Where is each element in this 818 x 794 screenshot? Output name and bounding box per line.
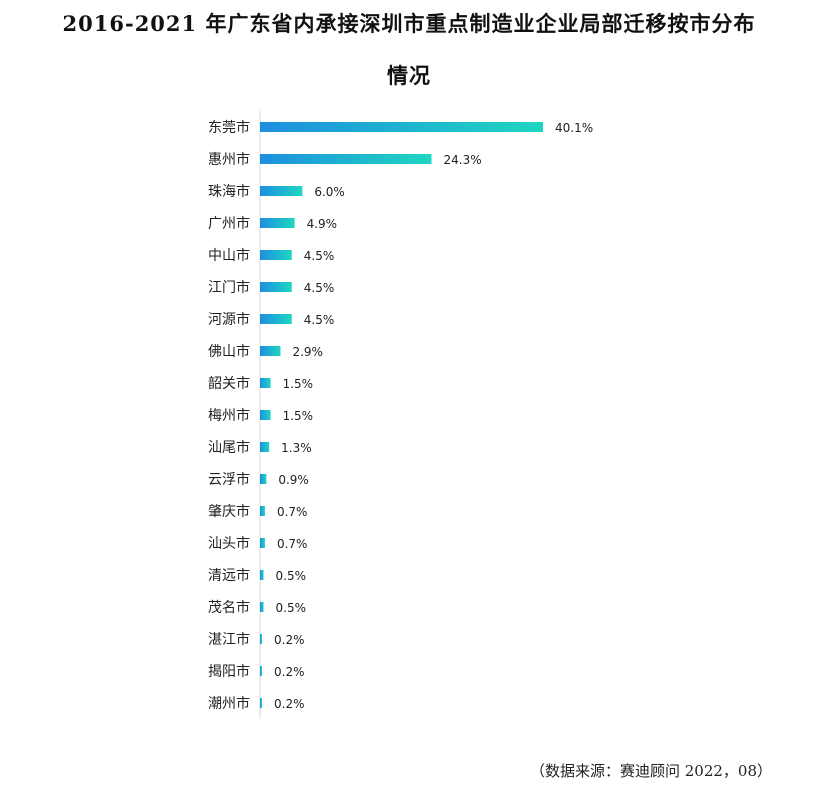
value-label: 0.5%	[276, 601, 307, 615]
category-label: 清远市	[208, 567, 250, 584]
category-label: 茂名市	[208, 599, 250, 616]
bar	[260, 122, 543, 132]
bar	[260, 218, 295, 228]
value-label: 0.7%	[277, 505, 308, 519]
bars-group: 东莞市 40.1% 惠州市 24.3% 珠海市 6.0% 广州市 4.9% 中山市 4.5% 江门市…	[208, 119, 593, 712]
category-label: 梅州市	[208, 407, 250, 424]
bar	[260, 570, 264, 580]
category-label: 佛山市	[208, 343, 250, 360]
bar	[260, 538, 265, 548]
bar	[260, 666, 262, 676]
value-label: 6.0%	[314, 185, 345, 199]
category-label: 江门市	[208, 279, 250, 296]
category-label: 汕尾市	[208, 439, 250, 456]
bar	[260, 506, 265, 516]
value-label: 0.5%	[276, 569, 307, 583]
category-label: 云浮市	[208, 471, 250, 488]
bar-chart: 东莞市 40.1% 惠州市 24.3% 珠海市 6.0% 广州市 4.9% 中山市 4.5% 江门市…	[208, 111, 593, 719]
bar	[260, 250, 292, 260]
category-label: 珠海市	[208, 183, 250, 200]
bar	[260, 634, 262, 644]
value-label: 1.5%	[283, 377, 314, 391]
value-label: 0.2%	[274, 697, 305, 711]
bar	[260, 474, 267, 484]
category-label: 东莞市	[208, 119, 250, 136]
category-label: 湛江市	[208, 631, 250, 648]
value-label: 1.3%	[281, 441, 312, 455]
value-label: 40.1%	[555, 121, 593, 135]
category-label: 惠州市	[208, 151, 250, 168]
data-source-note: （数据来源：赛迪顾问 2022，08）	[529, 762, 772, 780]
bar	[260, 154, 432, 164]
bar	[260, 378, 271, 388]
value-label: 0.2%	[274, 633, 305, 647]
category-label: 河源市	[208, 311, 250, 328]
chart-title-line1: 2016-2021 年广东省内承接深圳市重点制造业企业局部迁移按市分布	[62, 11, 756, 36]
bar	[260, 346, 281, 356]
category-label: 中山市	[208, 247, 250, 264]
category-label: 广州市	[208, 215, 250, 232]
value-label: 24.3%	[443, 153, 481, 167]
category-label: 韶关市	[208, 375, 250, 392]
bar	[260, 410, 271, 420]
category-label: 汕头市	[208, 535, 250, 552]
bar	[260, 186, 303, 196]
value-label: 0.7%	[277, 537, 308, 551]
value-label: 4.5%	[304, 281, 335, 295]
value-label: 0.2%	[274, 665, 305, 679]
category-label: 肇庆市	[208, 503, 250, 520]
bar	[260, 442, 270, 452]
value-label: 0.9%	[278, 473, 309, 487]
value-label: 4.5%	[304, 249, 335, 263]
value-label: 4.9%	[307, 217, 338, 231]
value-label: 2.9%	[292, 345, 323, 359]
chart-title-line2: 情况	[387, 63, 431, 88]
category-label: 潮州市	[208, 695, 250, 712]
bar	[260, 282, 292, 292]
bar	[260, 698, 262, 708]
value-label: 1.5%	[283, 409, 314, 423]
value-label: 4.5%	[304, 313, 335, 327]
category-label: 揭阳市	[208, 663, 250, 680]
bar	[260, 314, 292, 324]
bar	[260, 602, 264, 612]
